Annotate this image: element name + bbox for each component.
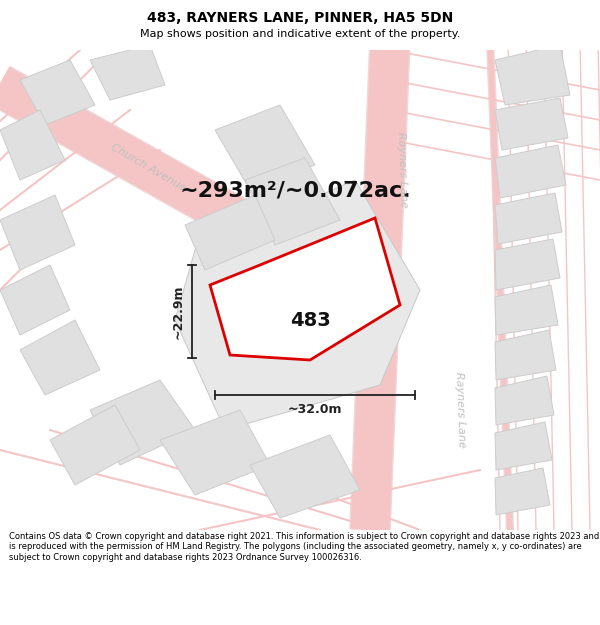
Polygon shape [495, 45, 570, 105]
Polygon shape [495, 285, 558, 335]
Text: Contains OS data © Crown copyright and database right 2021. This information is : Contains OS data © Crown copyright and d… [9, 532, 599, 562]
Polygon shape [495, 145, 566, 198]
Text: Church Avenue: Church Avenue [109, 142, 187, 194]
Text: Map shows position and indicative extent of the property.: Map shows position and indicative extent… [140, 29, 460, 39]
Polygon shape [495, 239, 560, 290]
Polygon shape [0, 265, 70, 335]
Polygon shape [160, 410, 270, 495]
Polygon shape [185, 195, 275, 270]
Polygon shape [210, 218, 400, 360]
Polygon shape [495, 468, 550, 515]
Polygon shape [215, 105, 315, 190]
Polygon shape [0, 110, 65, 180]
Polygon shape [90, 380, 195, 465]
Text: ~293m²/~0.072ac.: ~293m²/~0.072ac. [179, 180, 411, 200]
Text: Rayners Lane: Rayners Lane [395, 132, 409, 208]
Polygon shape [495, 193, 562, 244]
Polygon shape [495, 98, 568, 150]
Polygon shape [20, 60, 95, 125]
Polygon shape [175, 180, 420, 430]
Text: ~32.0m: ~32.0m [288, 403, 342, 416]
Text: Rayners Lane: Rayners Lane [454, 372, 466, 448]
Polygon shape [20, 320, 100, 395]
Polygon shape [495, 330, 556, 380]
Polygon shape [495, 376, 554, 425]
Text: ~22.9m: ~22.9m [172, 284, 185, 339]
Text: 483, RAYNERS LANE, PINNER, HA5 5DN: 483, RAYNERS LANE, PINNER, HA5 5DN [147, 11, 453, 25]
Polygon shape [90, 45, 165, 100]
Text: 483: 483 [290, 311, 331, 329]
Polygon shape [250, 435, 360, 518]
Polygon shape [0, 195, 75, 270]
Polygon shape [50, 405, 140, 485]
Polygon shape [245, 158, 340, 245]
Polygon shape [495, 422, 552, 470]
